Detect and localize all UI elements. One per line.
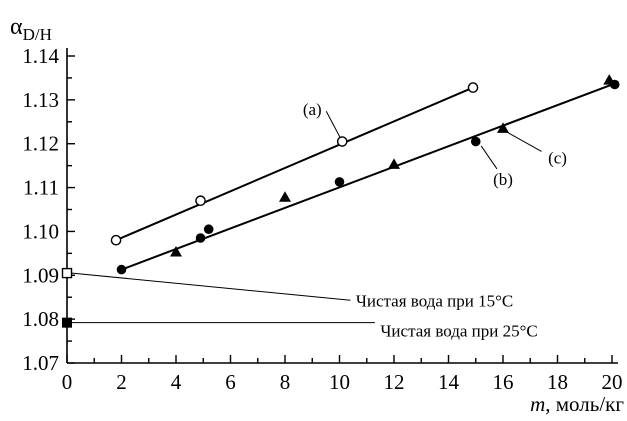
x-tick-label: 4 [171, 370, 182, 394]
data-point [467, 82, 479, 93]
leader-lines [71, 110, 542, 324]
y-tick-label: 1.13 [22, 88, 59, 112]
x-axis-label: m, моль/кг [530, 392, 624, 416]
data-point [336, 136, 348, 147]
y-tick-label: 1.10 [22, 219, 59, 243]
axes [66, 48, 618, 364]
y-tick-label: 1.14 [22, 44, 59, 68]
x-tick-label: 2 [116, 370, 127, 394]
x-tick-label: 8 [280, 370, 291, 394]
fit-line [115, 86, 474, 242]
reference-label: Чистая вода при 15°C [356, 291, 513, 310]
y-axis-label-symbol: α [10, 14, 23, 40]
leader-line [480, 145, 498, 170]
data-point [497, 122, 509, 133]
data-point [116, 264, 127, 275]
data-point [203, 224, 214, 235]
y-axis-label: αD/H [10, 14, 52, 44]
reference-point [61, 267, 73, 279]
leader-line [325, 110, 343, 142]
y-axis-label-subscript: D/H [23, 25, 52, 44]
data-point [195, 233, 206, 243]
x-tick-label: 20 [602, 370, 623, 394]
series-label: (a) [303, 100, 322, 119]
y-tick-label: 1.09 [22, 263, 59, 287]
x-tick-label: 10 [329, 370, 350, 394]
y-tick-label: 1.12 [22, 132, 59, 156]
data-point [603, 74, 616, 85]
data-point [279, 191, 291, 202]
fit-line [121, 83, 613, 271]
y-tick-label: 1.11 [23, 176, 59, 200]
data-point [110, 234, 122, 246]
x-axis-label-unit: , моль/кг [545, 392, 624, 416]
y-tick-label: 1.07 [22, 351, 59, 375]
x-tick-label: 6 [225, 370, 236, 394]
data-point [334, 177, 345, 187]
x-axis-label-variable: m [530, 392, 545, 416]
reference-label: Чистая вода при 25°C [380, 322, 537, 341]
fit-lines [115, 83, 613, 271]
leader-line [505, 130, 542, 152]
data-point [388, 158, 400, 169]
y-tick-label: 1.08 [22, 307, 59, 331]
tick-labels: 0 2 4 6 8 10 12 14 16 18 20 1.07 1.08 1.09 1.10 1.11 1.1… [22, 44, 622, 394]
data-point [470, 136, 481, 147]
data-points [61, 74, 620, 328]
x-tick-label: 0 [62, 370, 73, 394]
data-point [195, 195, 206, 207]
x-tick-label: 18 [547, 370, 568, 394]
annotations: (a) (b) (c) Чистая вода при 15°C Чистая вода… [303, 100, 567, 340]
x-tick-label: 12 [384, 370, 405, 394]
reference-point [62, 317, 72, 328]
x-tick-label: 16 [493, 370, 514, 394]
series-label: (b) [493, 170, 513, 189]
tick-marks [66, 55, 613, 364]
reference-leader [71, 272, 351, 301]
series-label: (c) [548, 148, 567, 167]
data-point [170, 246, 182, 257]
x-tick-label: 14 [438, 370, 460, 394]
